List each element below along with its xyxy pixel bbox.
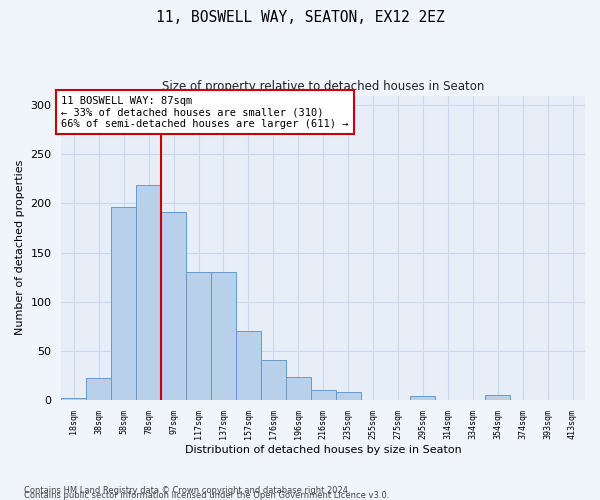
Bar xyxy=(211,272,236,400)
Bar xyxy=(161,212,186,400)
Title: Size of property relative to detached houses in Seaton: Size of property relative to detached ho… xyxy=(162,80,484,93)
Bar xyxy=(236,331,261,400)
Text: 11 BOSWELL WAY: 87sqm
← 33% of detached houses are smaller (310)
66% of semi-det: 11 BOSWELL WAY: 87sqm ← 33% of detached … xyxy=(61,96,349,129)
Bar xyxy=(261,360,286,400)
X-axis label: Distribution of detached houses by size in Seaton: Distribution of detached houses by size … xyxy=(185,445,461,455)
Bar xyxy=(286,377,311,400)
Bar xyxy=(335,392,361,400)
Bar xyxy=(111,208,136,400)
Bar xyxy=(311,390,335,400)
Y-axis label: Number of detached properties: Number of detached properties xyxy=(15,160,25,336)
Text: Contains public sector information licensed under the Open Government Licence v3: Contains public sector information licen… xyxy=(24,491,389,500)
Bar xyxy=(186,272,211,400)
Bar xyxy=(61,398,86,400)
Text: 11, BOSWELL WAY, SEATON, EX12 2EZ: 11, BOSWELL WAY, SEATON, EX12 2EZ xyxy=(155,10,445,25)
Bar xyxy=(485,395,510,400)
Text: Contains HM Land Registry data © Crown copyright and database right 2024.: Contains HM Land Registry data © Crown c… xyxy=(24,486,350,495)
Bar xyxy=(136,185,161,400)
Bar xyxy=(86,378,111,400)
Bar xyxy=(410,396,436,400)
